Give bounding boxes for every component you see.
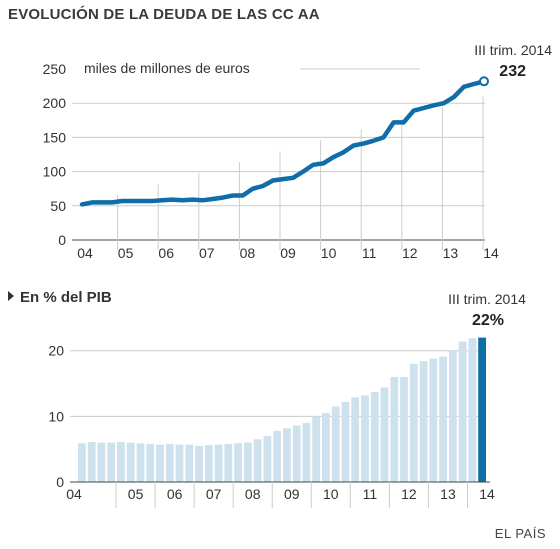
bar: [292, 425, 301, 482]
line-ytick-label: 0: [58, 232, 66, 248]
bar: [107, 442, 116, 482]
line-xtick-label: 12: [402, 245, 418, 261]
bar: [331, 406, 340, 482]
line-unit-label: miles de millones de euros: [84, 60, 250, 76]
bar-chart-title: En % del PIB: [20, 289, 112, 306]
line-xtick-label: 10: [321, 245, 337, 261]
bar: [78, 443, 86, 482]
line-annotation-value: 232: [499, 63, 526, 80]
bar: [224, 443, 233, 482]
line-ytick-label: 50: [50, 198, 66, 214]
bar: [234, 443, 242, 482]
bar: [263, 436, 272, 482]
line-annotation-label: III trim. 2014: [474, 42, 552, 58]
bar: [370, 392, 379, 482]
bar-xtick-label: 06: [167, 486, 183, 502]
bar-xtick-label: 08: [245, 486, 261, 502]
section-arrow-icon: [8, 291, 14, 301]
bar: [458, 341, 467, 482]
bar: [244, 442, 252, 482]
line-xtick-label: 07: [199, 245, 215, 261]
bar: [126, 442, 135, 482]
bar: [351, 397, 360, 482]
bar: [361, 395, 369, 482]
line-xtick-label: 04: [77, 245, 93, 261]
line-end-marker: [479, 76, 489, 87]
bar: [185, 444, 194, 482]
bar-xtick-label: 10: [323, 486, 339, 502]
bar: [419, 361, 428, 482]
bar: [165, 443, 174, 482]
bar: [97, 442, 106, 482]
bar: [400, 377, 408, 482]
chart-title: EVOLUCIÓN DE LA DEUDA DE LAS CC AA: [8, 6, 320, 23]
bar: [253, 439, 262, 482]
bar-ytick-label: 0: [56, 474, 64, 490]
bar: [439, 356, 447, 482]
bar-xtick-label: 07: [206, 486, 222, 502]
bar: [214, 444, 223, 482]
line-xtick-label: 09: [280, 245, 296, 261]
bar-xtick-label: 05: [128, 486, 144, 502]
line-xtick-label: 13: [443, 245, 459, 261]
bar-xtick-label: 11: [363, 486, 378, 502]
bar: [429, 358, 438, 482]
bar-xtick-label: 09: [284, 486, 300, 502]
bar: [117, 442, 125, 482]
line-xtick-label: 05: [118, 245, 134, 261]
bar: [136, 443, 145, 482]
line-xtick-label: 06: [158, 245, 174, 261]
bar-latest: [478, 337, 486, 482]
bar-xtick-label: 13: [440, 486, 456, 502]
line-xtick-label: 08: [240, 245, 256, 261]
bar: [312, 416, 321, 482]
bar: [204, 445, 213, 482]
line-ytick-label: 250: [43, 61, 67, 77]
bar: [409, 363, 418, 482]
bar: [273, 430, 281, 482]
bar: [302, 422, 311, 482]
bar: [175, 444, 184, 482]
bar: [195, 445, 203, 482]
line-xtick-label: 11: [362, 245, 377, 261]
debt-series-line: [79, 79, 487, 207]
source-credit: EL PAÍS: [494, 526, 546, 541]
bar-ytick-label: 20: [48, 343, 64, 359]
bar-xtick-label: 12: [401, 486, 417, 502]
bar: [390, 377, 399, 482]
bar: [146, 443, 155, 482]
bar: [156, 444, 164, 482]
line-ytick-label: 150: [43, 129, 67, 145]
bar-annotation-value: 22%: [472, 312, 504, 329]
bar-ytick-label: 10: [48, 408, 64, 424]
bar: [468, 338, 477, 482]
bar: [449, 350, 457, 482]
line-ytick-label: 100: [43, 164, 67, 180]
bar: [87, 442, 96, 482]
bar-xtick-label: 14: [479, 486, 495, 502]
line-ytick-label: 200: [43, 95, 67, 111]
bar: [380, 387, 389, 482]
bar: [341, 401, 350, 482]
line-xtick-label: 14: [483, 245, 499, 261]
bar: [283, 428, 291, 482]
bar: [322, 413, 330, 482]
bar-xtick-label: 04: [66, 486, 82, 502]
bar-annotation-label: III trim. 2014: [448, 291, 526, 307]
